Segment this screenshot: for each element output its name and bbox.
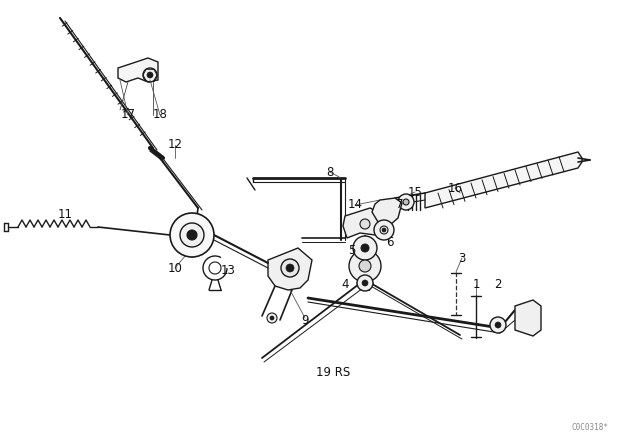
- Circle shape: [382, 228, 386, 232]
- Text: 11: 11: [58, 208, 72, 221]
- Text: 10: 10: [168, 262, 182, 275]
- Text: 19 RS: 19 RS: [316, 366, 350, 379]
- Circle shape: [361, 244, 369, 252]
- Text: 12: 12: [168, 138, 182, 151]
- Circle shape: [360, 219, 370, 229]
- Polygon shape: [343, 208, 393, 238]
- Circle shape: [398, 194, 414, 210]
- Text: 3: 3: [458, 251, 466, 264]
- Circle shape: [170, 213, 214, 257]
- Circle shape: [403, 199, 409, 205]
- Text: 16: 16: [447, 181, 463, 194]
- Polygon shape: [268, 248, 312, 290]
- Text: 9: 9: [301, 314, 308, 327]
- Circle shape: [353, 236, 377, 260]
- Circle shape: [286, 264, 294, 272]
- Circle shape: [374, 220, 394, 240]
- Text: 15: 15: [408, 185, 422, 198]
- Polygon shape: [425, 152, 582, 208]
- Text: 8: 8: [326, 165, 333, 178]
- Text: 2: 2: [494, 279, 502, 292]
- Circle shape: [143, 68, 157, 82]
- Text: 14: 14: [348, 198, 362, 211]
- Text: 7: 7: [396, 198, 404, 211]
- Circle shape: [147, 72, 153, 78]
- Polygon shape: [118, 58, 158, 82]
- Circle shape: [349, 250, 381, 282]
- Circle shape: [180, 223, 204, 247]
- Text: 1: 1: [472, 279, 480, 292]
- Text: 6: 6: [387, 237, 394, 250]
- Circle shape: [495, 322, 501, 328]
- Text: 17: 17: [120, 108, 136, 121]
- Polygon shape: [372, 198, 402, 225]
- Circle shape: [187, 230, 197, 240]
- Text: 5: 5: [348, 244, 356, 257]
- Text: 13: 13: [221, 263, 236, 276]
- Circle shape: [357, 275, 373, 291]
- Circle shape: [281, 259, 299, 277]
- Text: C0C0318*: C0C0318*: [571, 423, 608, 432]
- Circle shape: [490, 317, 506, 333]
- Circle shape: [267, 313, 277, 323]
- Polygon shape: [515, 300, 541, 336]
- Circle shape: [270, 316, 274, 320]
- Circle shape: [362, 280, 368, 286]
- Text: 4: 4: [341, 279, 349, 292]
- Text: 18: 18: [152, 108, 168, 121]
- Circle shape: [359, 260, 371, 272]
